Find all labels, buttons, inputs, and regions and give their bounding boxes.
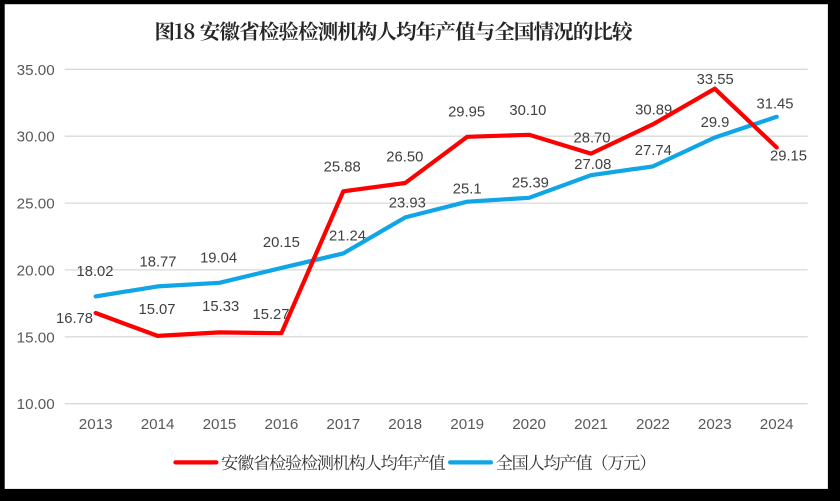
svg-text:25.88: 25.88 xyxy=(324,159,361,175)
svg-text:15.27: 15.27 xyxy=(252,307,289,323)
svg-text:25.39: 25.39 xyxy=(512,175,549,191)
svg-text:19.04: 19.04 xyxy=(200,250,237,266)
svg-text:30.00: 30.00 xyxy=(17,129,55,146)
svg-text:2017: 2017 xyxy=(326,416,360,433)
svg-text:18.02: 18.02 xyxy=(76,264,113,280)
svg-text:2016: 2016 xyxy=(265,416,299,433)
svg-text:27.08: 27.08 xyxy=(574,157,611,173)
svg-text:29.95: 29.95 xyxy=(448,104,485,120)
svg-text:2018: 2018 xyxy=(388,416,422,433)
svg-text:2015: 2015 xyxy=(203,416,237,433)
svg-text:30.89: 30.89 xyxy=(635,102,672,118)
svg-text:27.74: 27.74 xyxy=(635,143,672,159)
svg-text:2024: 2024 xyxy=(760,416,794,433)
svg-text:2020: 2020 xyxy=(512,416,546,433)
svg-text:15.00: 15.00 xyxy=(17,329,55,346)
svg-text:15.07: 15.07 xyxy=(138,302,175,318)
svg-text:15.33: 15.33 xyxy=(202,299,239,315)
svg-text:18.77: 18.77 xyxy=(139,254,176,270)
svg-text:33.55: 33.55 xyxy=(697,72,734,88)
svg-text:21.24: 21.24 xyxy=(329,228,366,244)
svg-text:20.15: 20.15 xyxy=(263,235,300,251)
svg-text:2021: 2021 xyxy=(574,416,608,433)
svg-text:29.15: 29.15 xyxy=(770,148,807,164)
svg-text:29.9: 29.9 xyxy=(701,115,730,131)
svg-text:2013: 2013 xyxy=(79,416,113,433)
svg-text:10.00: 10.00 xyxy=(17,396,55,413)
svg-text:20.00: 20.00 xyxy=(17,262,55,279)
svg-text:35.00: 35.00 xyxy=(17,62,55,79)
svg-text:2019: 2019 xyxy=(450,416,484,433)
svg-text:23.93: 23.93 xyxy=(389,196,426,212)
svg-text:25.1: 25.1 xyxy=(453,181,482,197)
svg-text:26.50: 26.50 xyxy=(386,149,423,165)
svg-text:16.78: 16.78 xyxy=(56,311,93,327)
svg-text:25.00: 25.00 xyxy=(17,196,55,213)
svg-text:31.45: 31.45 xyxy=(756,97,793,113)
svg-text:30.10: 30.10 xyxy=(509,103,546,119)
svg-text:2014: 2014 xyxy=(141,416,175,433)
svg-text:2023: 2023 xyxy=(698,416,732,433)
svg-text:28.70: 28.70 xyxy=(573,130,610,146)
svg-text:2022: 2022 xyxy=(636,416,670,433)
